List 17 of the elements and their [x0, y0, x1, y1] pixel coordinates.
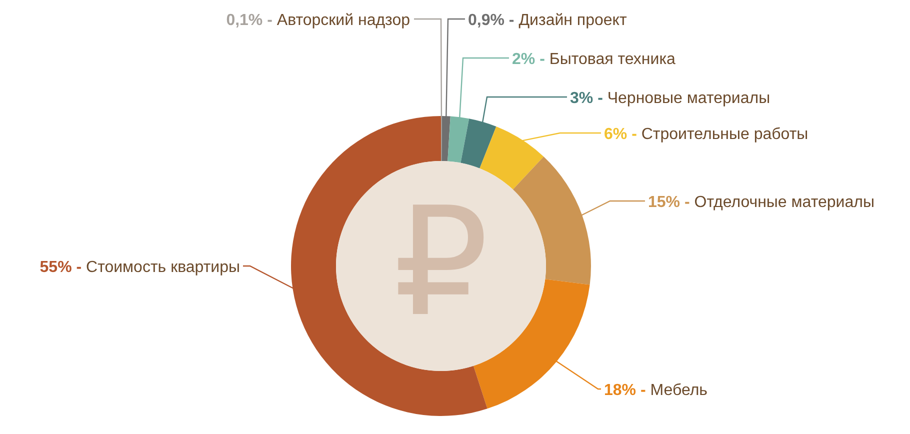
data-label: 15% - [648, 194, 690, 211]
slice-label: Бытовая техника [544, 51, 676, 68]
slice-label: Дизайн проект [514, 12, 628, 29]
slice-label: Отделочные материалы [690, 194, 874, 211]
data-label: 0,1% - [226, 12, 272, 29]
data-label: 18% - [604, 382, 646, 399]
text: ₽ [393, 176, 489, 350]
data-label: 6% - [604, 126, 637, 143]
data-label: 55% - [40, 259, 82, 276]
slice-label: Стоимость квартиры [82, 259, 240, 276]
data-label: 0,9% - [468, 12, 514, 29]
slice-label: Мебель [646, 382, 708, 399]
slice-label: Строительные работы [636, 126, 808, 143]
data-label: 2% - [512, 51, 545, 68]
data-label: 3% - [570, 90, 603, 107]
slice-label: Черновые материалы [602, 90, 770, 107]
slice-label: Авторский надзор [272, 12, 410, 29]
